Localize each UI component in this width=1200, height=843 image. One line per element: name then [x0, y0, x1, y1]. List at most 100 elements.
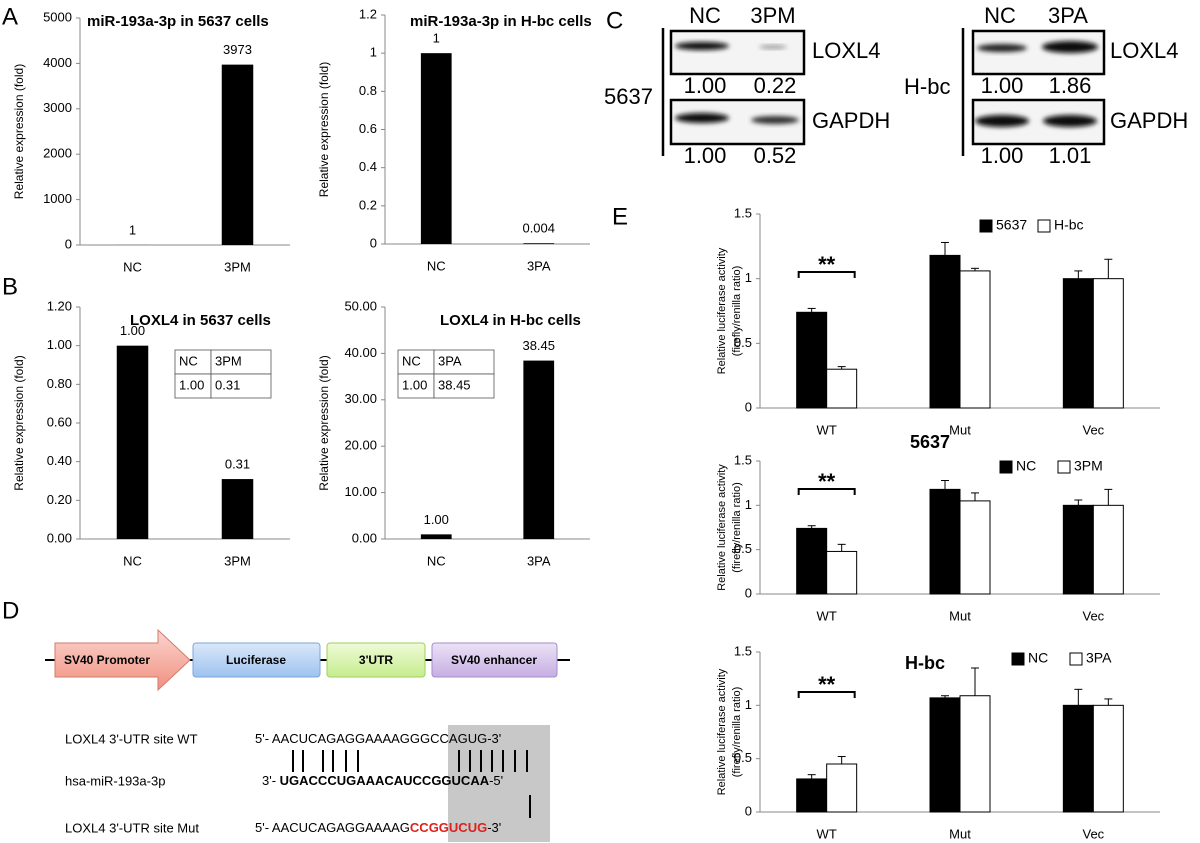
error-bar [971, 667, 979, 696]
table-text: 1.00 [402, 377, 427, 392]
bar [959, 695, 991, 813]
error-bar [807, 525, 816, 529]
legend-label: 5637 [996, 217, 1027, 233]
element-label: SV40 enhancer [451, 653, 537, 667]
y-tick-label: 1.00 [47, 337, 72, 352]
significance-bracket [797, 271, 856, 278]
bar [1062, 504, 1094, 595]
y-tick-label: 1 [745, 697, 752, 712]
legend-label: NC [1016, 458, 1036, 474]
legend-swatch [1037, 219, 1051, 233]
error-bar [1074, 499, 1083, 506]
legend-swatch [1057, 460, 1071, 474]
y-tick-label: 10.00 [344, 484, 377, 499]
legend-label: NC [1028, 650, 1048, 666]
band [977, 44, 1027, 52]
bar [420, 53, 452, 244]
significance: ** [818, 672, 836, 697]
y-tick-label: 0.5 [734, 750, 752, 765]
blot-box [669, 29, 806, 76]
y-tick-label: 0 [745, 399, 752, 414]
lane-label: NC [984, 3, 1016, 28]
y-tick-label: 0.8 [359, 83, 377, 98]
y-axis-label: (firefly/renilla ratio) [731, 482, 743, 572]
sequence-part: GGCCAGUG [410, 731, 487, 746]
y-tick-label: 0 [370, 235, 377, 250]
bar [1092, 704, 1124, 813]
sequence-part: -3' [487, 820, 501, 835]
y-tick-label: 1000 [43, 191, 72, 206]
y-tick-label: 5000 [43, 9, 72, 24]
y-tick-label: 0.40 [47, 453, 72, 468]
panel-letter: E [612, 203, 628, 230]
chart-title: 5637 [910, 432, 950, 452]
sequence-part: UGACCCUGAAACAUCCGGUCAA [280, 773, 490, 788]
bar [420, 534, 452, 539]
x-tick-label: 3PA [527, 258, 551, 273]
legend-swatch [1069, 652, 1083, 666]
band-quant: 0.22 [754, 73, 797, 98]
x-tick-label: NC [427, 258, 446, 273]
y-tick-label: 0.5 [734, 541, 752, 556]
band-quant: 1.00 [684, 73, 727, 98]
band [759, 45, 787, 49]
x-tick-label: NC [123, 259, 142, 274]
band [1042, 41, 1098, 53]
y-tick-label: 0.6 [359, 121, 377, 136]
band [1043, 115, 1097, 127]
band-quant: 1.00 [981, 73, 1024, 98]
error-bar [941, 480, 949, 490]
element-label: Luciferase [226, 653, 286, 667]
band [975, 115, 1029, 127]
sequence-part: 5'- AACUCAGAGGAAAAG [255, 731, 410, 746]
value-label: 1.00 [120, 323, 145, 338]
bar [221, 64, 254, 246]
panel-letter: B [2, 273, 18, 300]
y-tick-label: 0.00 [47, 530, 72, 545]
x-tick-label: 3PA [527, 553, 551, 568]
x-tick-label: Vec [1082, 422, 1104, 437]
bar [1092, 504, 1124, 595]
error-bar [807, 774, 816, 779]
construct-diagram: SV40 Promoter Luciferase 3'UTR SV40 enha… [45, 628, 570, 842]
panel-letter: C [606, 7, 623, 34]
panel-letter: D [2, 597, 19, 624]
error-bar [837, 543, 846, 552]
y-tick-label: 0 [65, 236, 72, 251]
band-quant: 0.52 [754, 143, 797, 168]
table-cell [397, 349, 435, 375]
y-axis-label: Relative expression (fold) [317, 62, 331, 197]
table-cell [397, 373, 435, 399]
band [675, 42, 729, 50]
value-label: 1 [433, 31, 440, 46]
y-tick-label: 1.5 [734, 205, 752, 220]
blot-box [971, 29, 1106, 76]
bar [221, 479, 254, 539]
band-quant: 1.86 [1049, 73, 1092, 98]
blot-panel: NC 3PM LOXL4 GAPDH 1.00 0.22 1.00 0.52 5… [604, 3, 1188, 168]
y-tick-label: 1.20 [47, 298, 72, 313]
y-tick-label: 3000 [43, 100, 72, 115]
y-axis-label: Relative expression (fold) [12, 64, 26, 199]
chart-title: LOXL4 in 5637 cells [130, 312, 271, 329]
table-text: 3PA [438, 353, 462, 368]
band-quant: 1.00 [981, 143, 1024, 168]
y-axis-label: Relative luciferase activity [716, 464, 728, 591]
value-label: 1.00 [424, 512, 449, 527]
x-tick-label: Mut [949, 608, 971, 623]
y-tick-label: 4000 [43, 55, 72, 70]
table-text: NC [402, 353, 421, 368]
value-label: 3973 [223, 42, 252, 57]
x-tick-label: WT [817, 826, 837, 841]
bar [796, 311, 828, 409]
y-tick-label: 1.2 [359, 6, 377, 21]
x-tick-label: NC [123, 553, 142, 568]
error-bar [1074, 270, 1083, 279]
table-text: 38.45 [438, 377, 471, 392]
error-bar [837, 366, 846, 370]
table-text: 1.00 [179, 377, 204, 392]
value-label: 1 [129, 222, 136, 237]
band [675, 113, 729, 123]
table-text: 0.31 [215, 377, 240, 392]
